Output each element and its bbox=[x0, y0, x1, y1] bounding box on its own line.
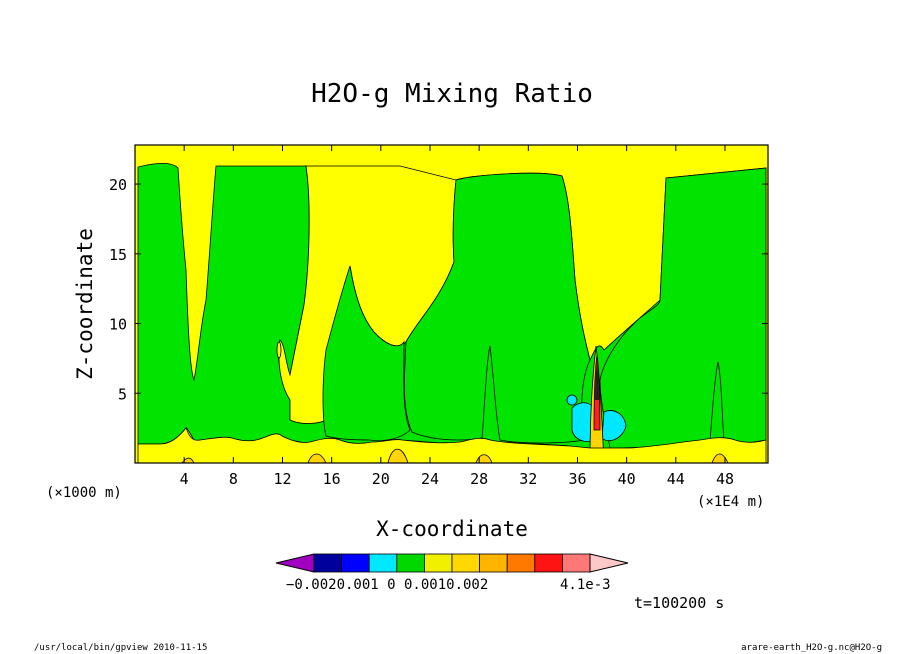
colorbar-swatch bbox=[479, 553, 508, 573]
bottom-band bbox=[137, 427, 767, 464]
colorbar-tick-labels: −0.0020.001 0 0.0010.002 bbox=[286, 577, 488, 593]
x-tick-label: 12 bbox=[273, 470, 291, 488]
y-tick-label: 20 bbox=[109, 176, 127, 194]
x-tick-label: 8 bbox=[229, 470, 238, 488]
footer-left: /usr/local/bin/gpview 2010-11-15 bbox=[34, 643, 207, 653]
colorbar-swatch bbox=[368, 553, 398, 573]
y-tick-label: 15 bbox=[109, 246, 127, 264]
x-scale-left: (×1000 m) bbox=[46, 485, 122, 501]
colorbar-min-arrow bbox=[275, 553, 315, 573]
x-axis-label: X-coordinate bbox=[376, 517, 528, 541]
x-tick-label: 28 bbox=[470, 470, 488, 488]
plot-frame bbox=[134, 144, 769, 464]
colorbar-max-arrow bbox=[589, 553, 629, 573]
footer-right: arare-earth_H2O-g.nc@H2O-g bbox=[741, 643, 882, 653]
cyan-patch-small bbox=[566, 394, 578, 406]
colorbar-swatch bbox=[534, 553, 563, 573]
x-tick-label: 48 bbox=[716, 470, 734, 488]
x-tick-label: 4 bbox=[180, 470, 189, 488]
x-tick-label: 40 bbox=[618, 470, 636, 488]
x-tick-label: 24 bbox=[421, 470, 439, 488]
colorbar-swatch bbox=[341, 553, 370, 573]
y-tick-label: 5 bbox=[118, 385, 127, 403]
x-scale-right: (×1E4 m) bbox=[697, 494, 764, 510]
x-axis-ticks: 4 8 12 16 20 24 28 32 36 40 44 48 bbox=[180, 145, 734, 488]
colorbar-swatch bbox=[313, 553, 343, 573]
green-region-3 bbox=[403, 172, 591, 444]
time-label: t=100200 s bbox=[634, 594, 724, 612]
x-tick-label: 32 bbox=[519, 470, 537, 488]
colorbar-swatch bbox=[396, 553, 425, 573]
colorbar-swatch bbox=[423, 553, 453, 573]
x-tick-label: 44 bbox=[667, 470, 685, 488]
colorbar-swatch bbox=[506, 553, 536, 573]
colorbar-swatch bbox=[451, 553, 481, 573]
x-tick-label: 20 bbox=[372, 470, 390, 488]
colorbar-swatch bbox=[562, 553, 591, 573]
small-island bbox=[276, 341, 282, 359]
y-axis-label: Z-coordinate bbox=[73, 228, 97, 380]
x-tick-label: 16 bbox=[323, 470, 341, 488]
y-tick-label: 10 bbox=[109, 316, 127, 334]
colorbar bbox=[275, 553, 629, 573]
colorbar-max-label: 4.1e-3 bbox=[560, 577, 611, 593]
updraft-dark bbox=[595, 362, 599, 400]
chart-title: H2O-g Mixing Ratio bbox=[311, 79, 593, 109]
cyan-patch-right bbox=[601, 410, 627, 442]
y-axis-ticks: 5 10 15 20 bbox=[109, 176, 768, 403]
plot-area bbox=[134, 144, 769, 464]
x-tick-label: 36 bbox=[568, 470, 586, 488]
green-region-2 bbox=[322, 265, 411, 442]
